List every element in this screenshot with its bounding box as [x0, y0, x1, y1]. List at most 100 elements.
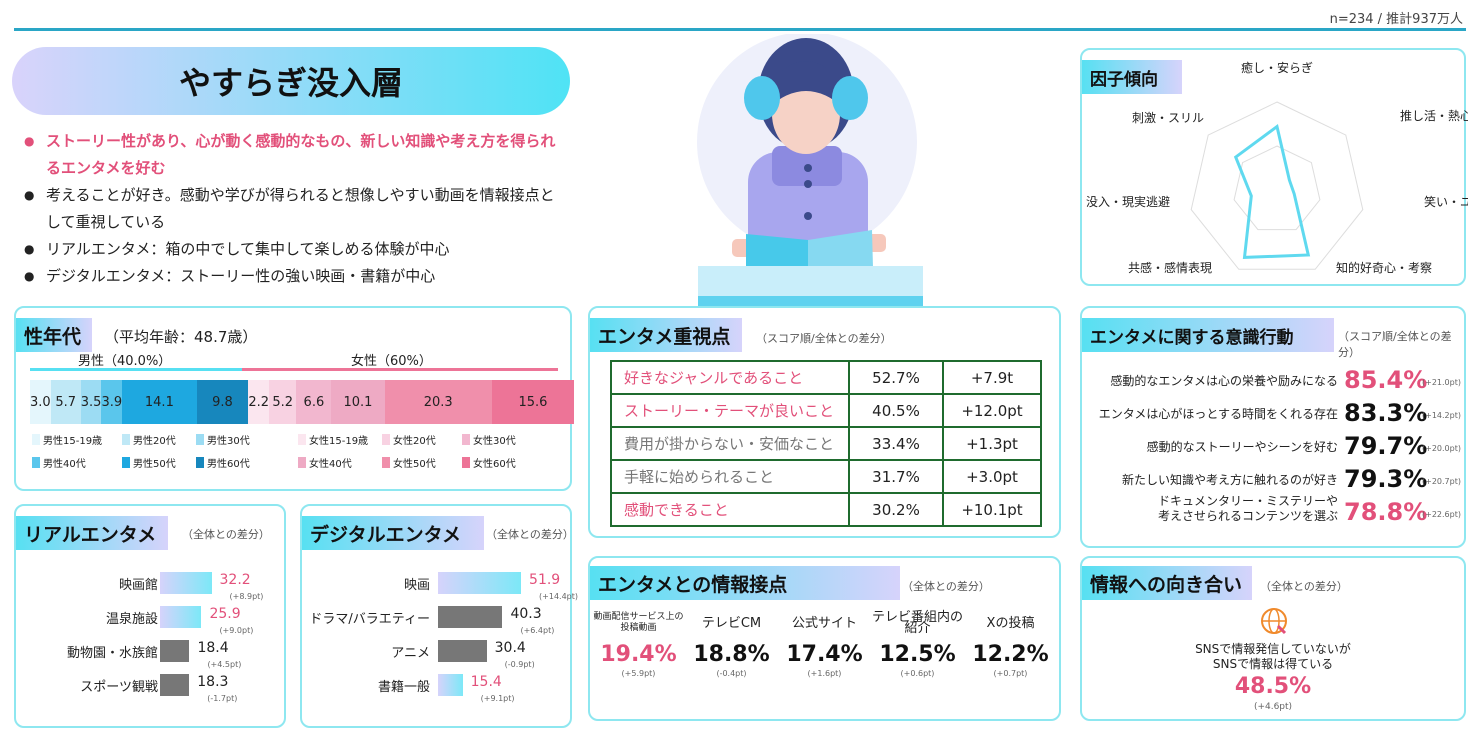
touchpoint-diff: (+5.9pt) [621, 669, 656, 678]
awareness-diff: (+20.0pt) [1422, 444, 1461, 453]
info-attitude-line2: SNSで情報は得ている [1212, 657, 1334, 671]
touchpoint-label: 動画配信サービス上の投稿動画 [593, 612, 684, 633]
touchpoint-item: Xの投稿 12.2% (+0.7pt) [964, 608, 1057, 708]
legend-text: 男性15-19歳 [43, 436, 103, 447]
bar-diff: (+8.9pt) [229, 592, 264, 601]
factor-title: 因子傾向 [1082, 60, 1182, 94]
digital-entame-panel: デジタルエンタメ （全体との差分） 映画 51.9 (+14.4pt) ドラマ/バラエ… [300, 504, 578, 728]
priority-item: 感動できること [610, 492, 850, 527]
age-segment: 14.1 [122, 380, 197, 424]
age-legend-item: 男性50代 [122, 455, 176, 470]
awareness-score: 79.3% [1344, 465, 1428, 493]
legend-swatch [196, 457, 204, 468]
priority-score: 31.7% [848, 459, 944, 494]
bar-value: 15.4 [470, 674, 502, 690]
age-legend-item: 女性15-19歳 [298, 432, 368, 447]
age-segment: 20.3 [384, 380, 492, 424]
bar-label: スポーツ観戦 [80, 680, 158, 695]
awareness-label-line: エンタメは心がほっとする時間をくれる存在 [1098, 407, 1338, 421]
info-attitude-title: 情報への向き合い [1082, 566, 1252, 600]
age-segment: 3.9 [101, 380, 123, 424]
awareness-diff: (+21.0pt) [1422, 378, 1461, 387]
bar-diff: (+6.4pt) [520, 626, 555, 635]
legend-swatch [32, 434, 40, 445]
entame-priority-title: エンタメ重視点 [590, 318, 742, 352]
legend-swatch [196, 434, 204, 445]
legend-swatch [122, 457, 130, 468]
bullet-2: 考えることが好き。感動や学びが得られると想像しやすい動画を情報接点として重視して… [24, 182, 564, 236]
info-touchpoint-title: エンタメとの情報接点 [590, 566, 900, 600]
bar-label: アニメ [391, 646, 430, 661]
awareness-label-line: 感動的なエンタメは心の栄養や励みになる [1110, 374, 1338, 388]
bar-value: 40.3 [510, 606, 542, 622]
priority-diff: +3.0pt [942, 459, 1042, 494]
awareness-title: エンタメに関する意識行動 [1082, 318, 1334, 352]
summary-bullets: ストーリー性があり、心が動く感動的なもの、新しい知識や考え方を得られるエンタメを… [24, 128, 564, 290]
age-legend-item: 男性60代 [196, 455, 250, 470]
priority-diff: +10.1pt [942, 492, 1042, 527]
legend-swatch [122, 434, 130, 445]
priority-row: 費用が掛からない・安価なこと 33.4% +1.3pt [610, 426, 1042, 461]
age-title: 性年代 [16, 318, 92, 352]
touchpoint-item: 公式サイト 17.4% (+1.6pt) [778, 608, 871, 708]
age-legend-item: 女性40代 [298, 455, 352, 470]
digital-entame-sub: （全体との差分） [486, 528, 574, 541]
entame-priority-table: 好きなジャンルであること 52.7% +7.9t ストーリー・テーマが良いこと 40.5… [610, 360, 1042, 527]
bar [160, 674, 190, 696]
priority-row: ストーリー・テーマが良いこと 40.5% +12.0pt [610, 393, 1042, 428]
bar-label: 映画 [403, 578, 430, 593]
touchpoint-value: 17.4% [786, 642, 863, 667]
real-entame-title: リアルエンタメ [16, 516, 168, 550]
priority-score: 40.5% [848, 393, 944, 428]
bar [160, 572, 212, 594]
radar-label: 笑い・ユーモア [1424, 194, 1468, 209]
bar [160, 640, 190, 662]
awareness-row: 感動的なストーリーやシーンを好む 79.7% (+20.0pt) [1082, 432, 1462, 464]
awareness-diff: (+14.2pt) [1422, 411, 1461, 420]
awareness-row: ドキュメンタリー・ミステリーや 考えさせられるコンテンツを選ぶ 78.8% (+22.… [1082, 494, 1462, 530]
bullet-3: リアルエンタメ：箱の中でして集中して楽しめる体験が中心 [24, 236, 564, 263]
radar-label: 共感・感情表現 [1128, 260, 1212, 275]
age-legend-item: 女性30代 [462, 432, 516, 447]
bar-diff: (+14.4pt) [539, 592, 579, 601]
age-segment: 6.6 [296, 380, 332, 424]
male-label: 男性（40.0%） [78, 354, 172, 369]
female-underline [242, 368, 558, 371]
bar-value: 25.9 [209, 606, 241, 622]
real-entame-panel: リアルエンタメ （全体との差分） 映画館 32.2 (+8.9pt) 温泉施設 25.9… [14, 504, 286, 728]
bar [438, 674, 463, 696]
bar-value: 32.2 [219, 572, 251, 588]
bar-label: 温泉施設 [105, 612, 158, 627]
touchpoint-item: テレビCM 18.8% (-0.4pt) [685, 608, 778, 708]
priority-diff: +12.0pt [942, 393, 1042, 428]
age-segment: 3.0 [30, 380, 51, 424]
touchpoint-diff: (+0.6pt) [900, 669, 935, 678]
info-attitude-value: 48.5% [1234, 674, 1312, 699]
bar-diff: (+9.1pt) [480, 694, 515, 703]
touchpoint-value: 18.8% [693, 642, 770, 667]
age-segment: 10.1 [331, 380, 385, 424]
bar-value: 51.9 [529, 572, 561, 588]
awareness-label-line: 新たしい知識や考え方に触れるのが好き [1121, 473, 1338, 487]
touchpoint-label: テレビ番組内の紹介 [871, 610, 963, 636]
digital-entame-title: デジタルエンタメ [302, 516, 484, 550]
radar-label: 知的好奇心・考察 [1336, 260, 1432, 275]
entame-priority-sub: （スコア順/全体との差分） [756, 332, 892, 345]
legend-text: 女性60代 [473, 459, 516, 470]
awareness-label: 新たしい知識や考え方に触れるのが好き [1122, 473, 1338, 488]
legend-swatch [462, 457, 470, 468]
radar-label: 刺激・スリル [1132, 111, 1204, 125]
info-attitude-sub: （全体との差分） [1260, 580, 1348, 593]
awareness-panel: エンタメに関する意識行動 （スコア順/全体との差分） 感動的なエンタメは心の栄養… [1080, 306, 1466, 548]
priority-score: 33.4% [848, 426, 944, 461]
age-average: （平均年齢：48.7歳） [104, 328, 258, 346]
awareness-label: ドキュメンタリー・ミステリーや 考えさせられるコンテンツを選ぶ [1158, 494, 1338, 524]
bar [160, 606, 202, 628]
bullet-1: ストーリー性があり、心が動く感動的なもの、新しい知識や考え方を得られるエンタメを… [24, 128, 564, 182]
radar-label: 癒し・安らぎ [1241, 60, 1313, 75]
awareness-label: 感動的なストーリーやシーンを好む [1147, 440, 1338, 455]
info-touchpoint-sub: （全体との差分） [902, 580, 990, 593]
priority-diff: +7.9t [942, 360, 1042, 395]
